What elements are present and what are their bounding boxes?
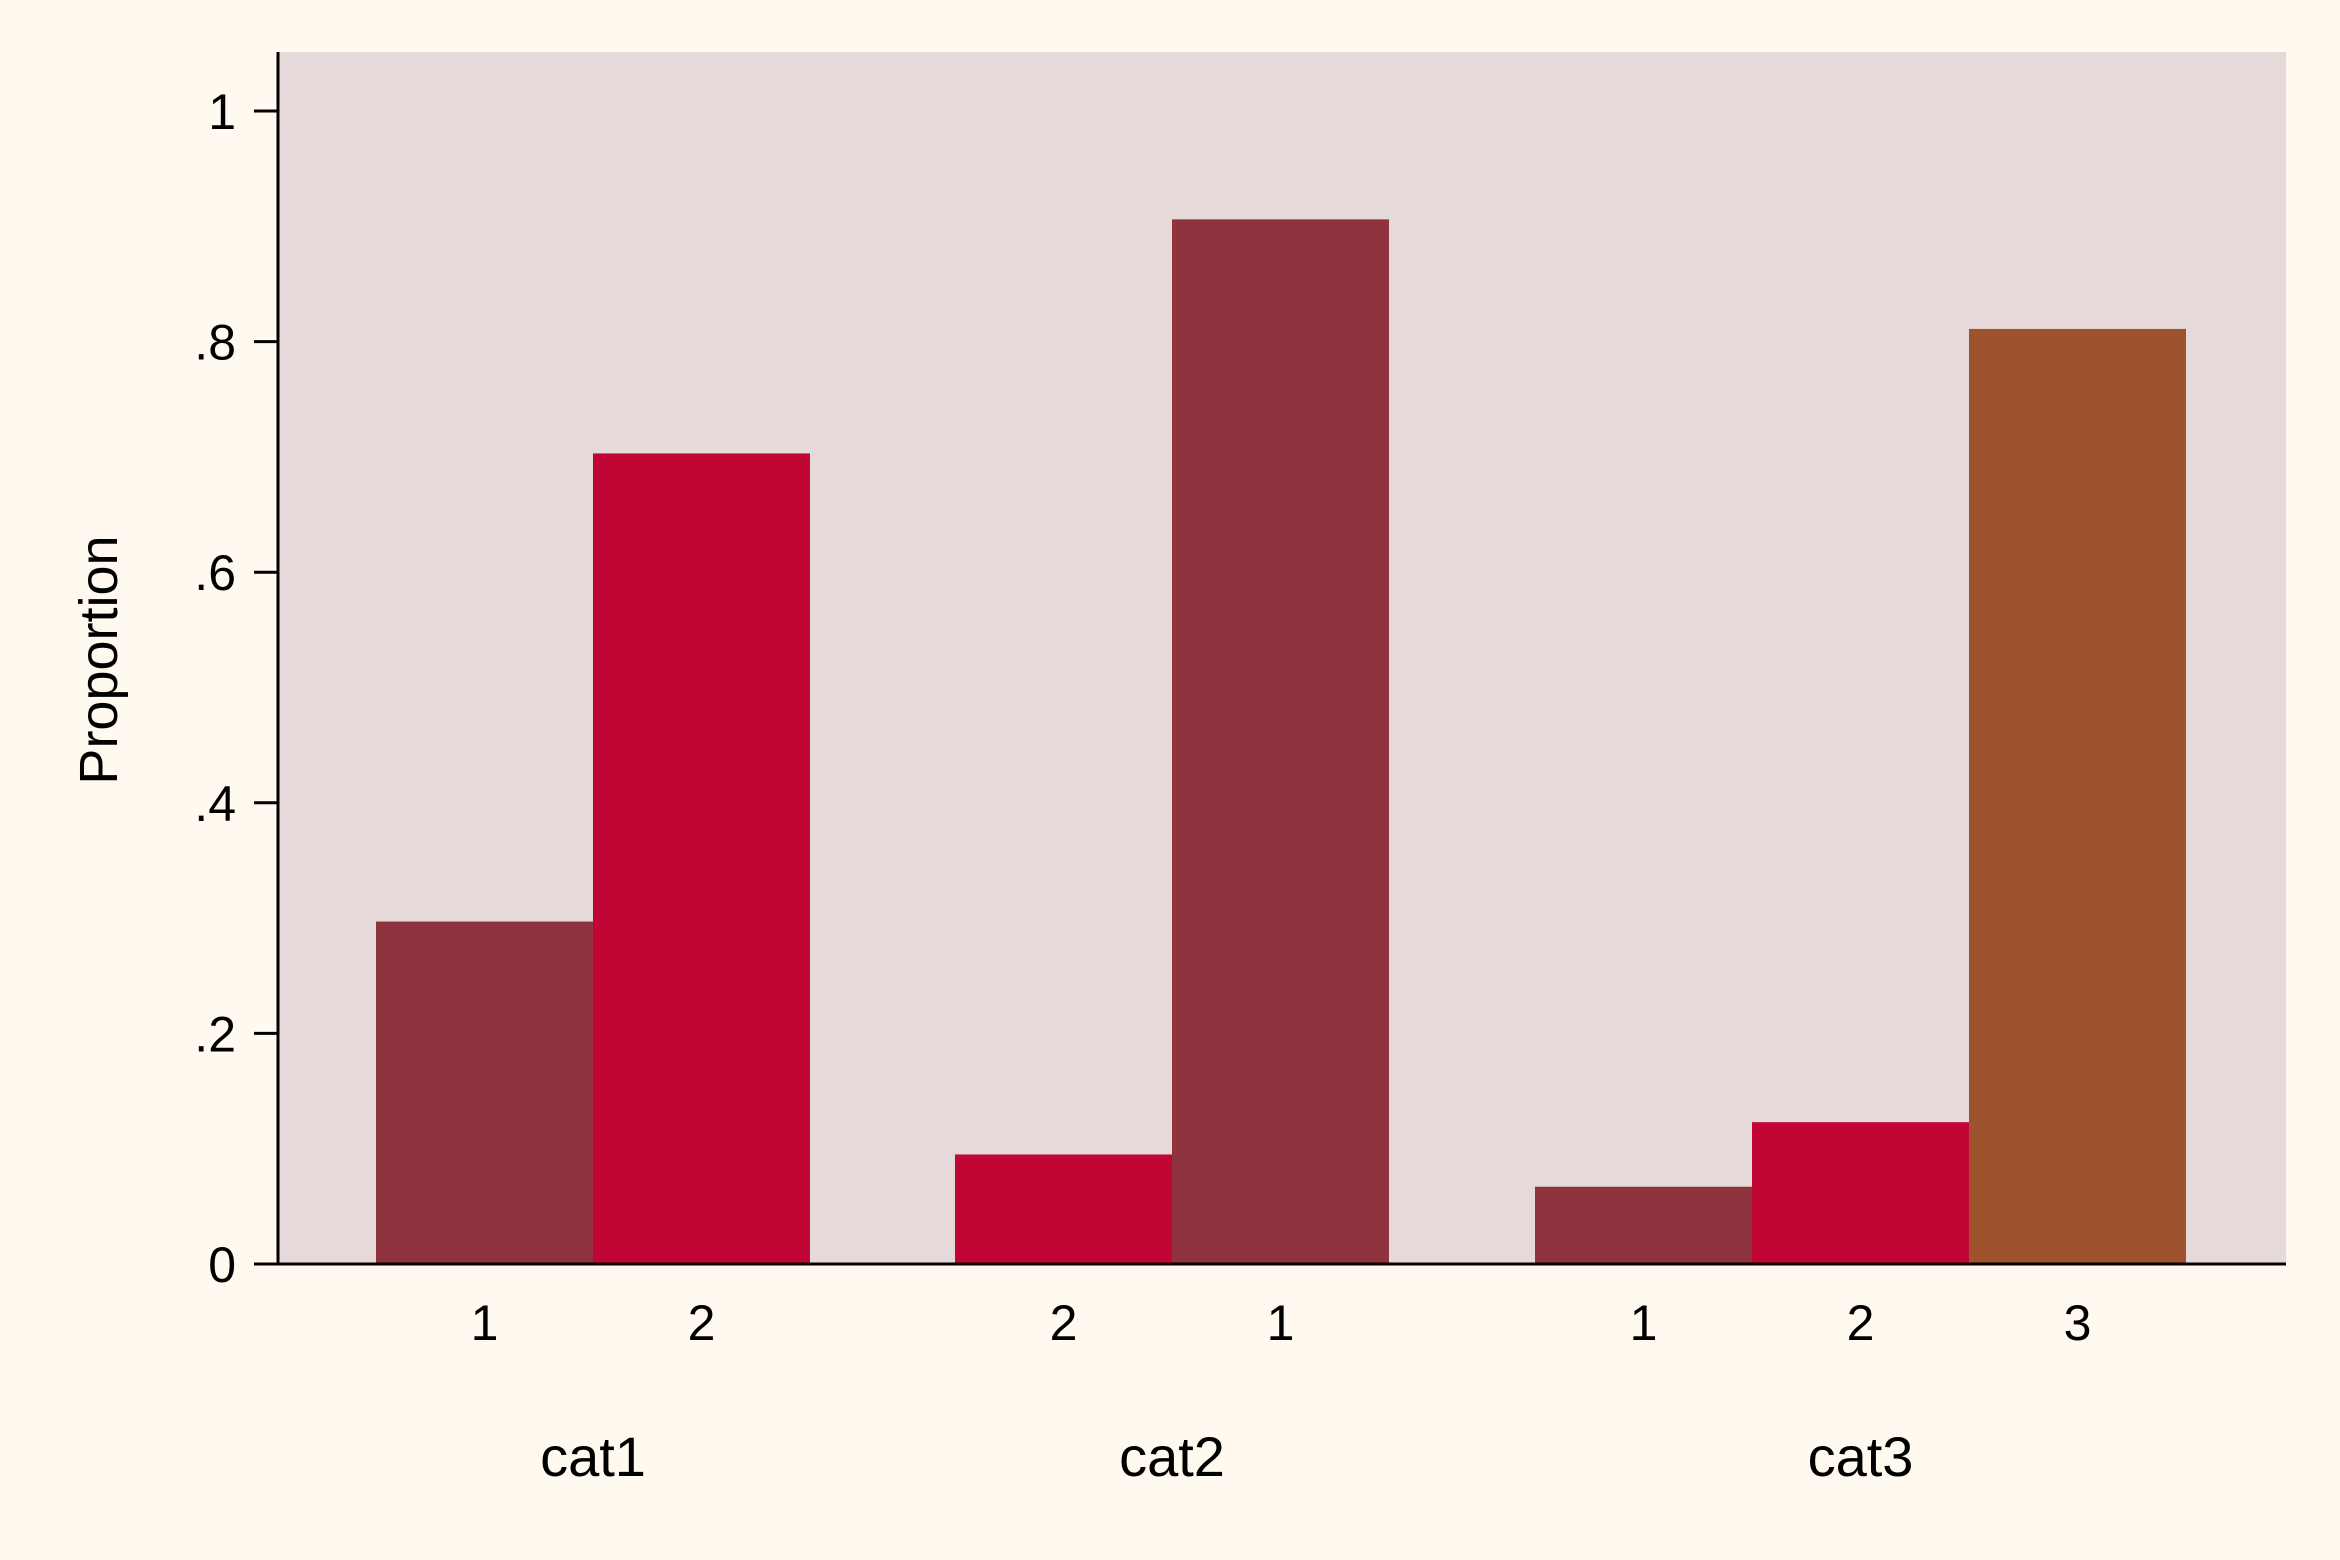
bars-layer xyxy=(376,219,2186,1265)
bar-label-cat2-2: 2 xyxy=(1050,1295,1078,1351)
labels-layer: 1 2 cat1 2 1 cat2 1 2 3 cat3 0 .2 .4 .6 .8 1 xyxy=(194,84,2091,1488)
y-tick-label: .6 xyxy=(194,545,236,601)
y-tick-label: .2 xyxy=(194,1006,236,1062)
group-label-cat3: cat3 xyxy=(1808,1425,1914,1488)
bar-label-cat1-1: 1 xyxy=(471,1295,499,1351)
group-label-cat1: cat1 xyxy=(540,1425,646,1488)
y-tick-label: .4 xyxy=(194,776,236,832)
y-tick-label: 1 xyxy=(208,84,236,140)
y-tick-label: .8 xyxy=(194,315,236,371)
group-label-cat2: cat2 xyxy=(1119,1425,1225,1488)
bar-cat2-1 xyxy=(1172,219,1389,1265)
bar-label-cat1-2: 2 xyxy=(688,1295,716,1351)
y-tick-label: 0 xyxy=(208,1237,236,1293)
bar-cat3-3 xyxy=(1969,328,2186,1264)
bar-label-cat3-1: 1 xyxy=(1630,1295,1658,1351)
bar-cat1-2 xyxy=(593,453,810,1264)
bar-cat2-2 xyxy=(955,1154,1172,1264)
bar-label-cat3-3: 3 xyxy=(2064,1295,2092,1351)
bar-cat3-2 xyxy=(1752,1122,1969,1264)
bar-label-cat3-2: 2 xyxy=(1847,1295,1875,1351)
bar-cat1-1 xyxy=(376,921,593,1264)
bar-label-cat2-1: 1 xyxy=(1267,1295,1295,1351)
y-axis-title: Proportion xyxy=(69,535,129,784)
axes-layer xyxy=(254,52,2286,1266)
bar-cat3-1 xyxy=(1535,1186,1752,1264)
